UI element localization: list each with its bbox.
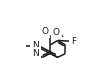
Text: O: O: [53, 28, 60, 37]
Text: F: F: [71, 37, 76, 46]
Text: N: N: [32, 41, 39, 50]
Text: O: O: [41, 27, 48, 36]
Text: N: N: [32, 49, 39, 58]
